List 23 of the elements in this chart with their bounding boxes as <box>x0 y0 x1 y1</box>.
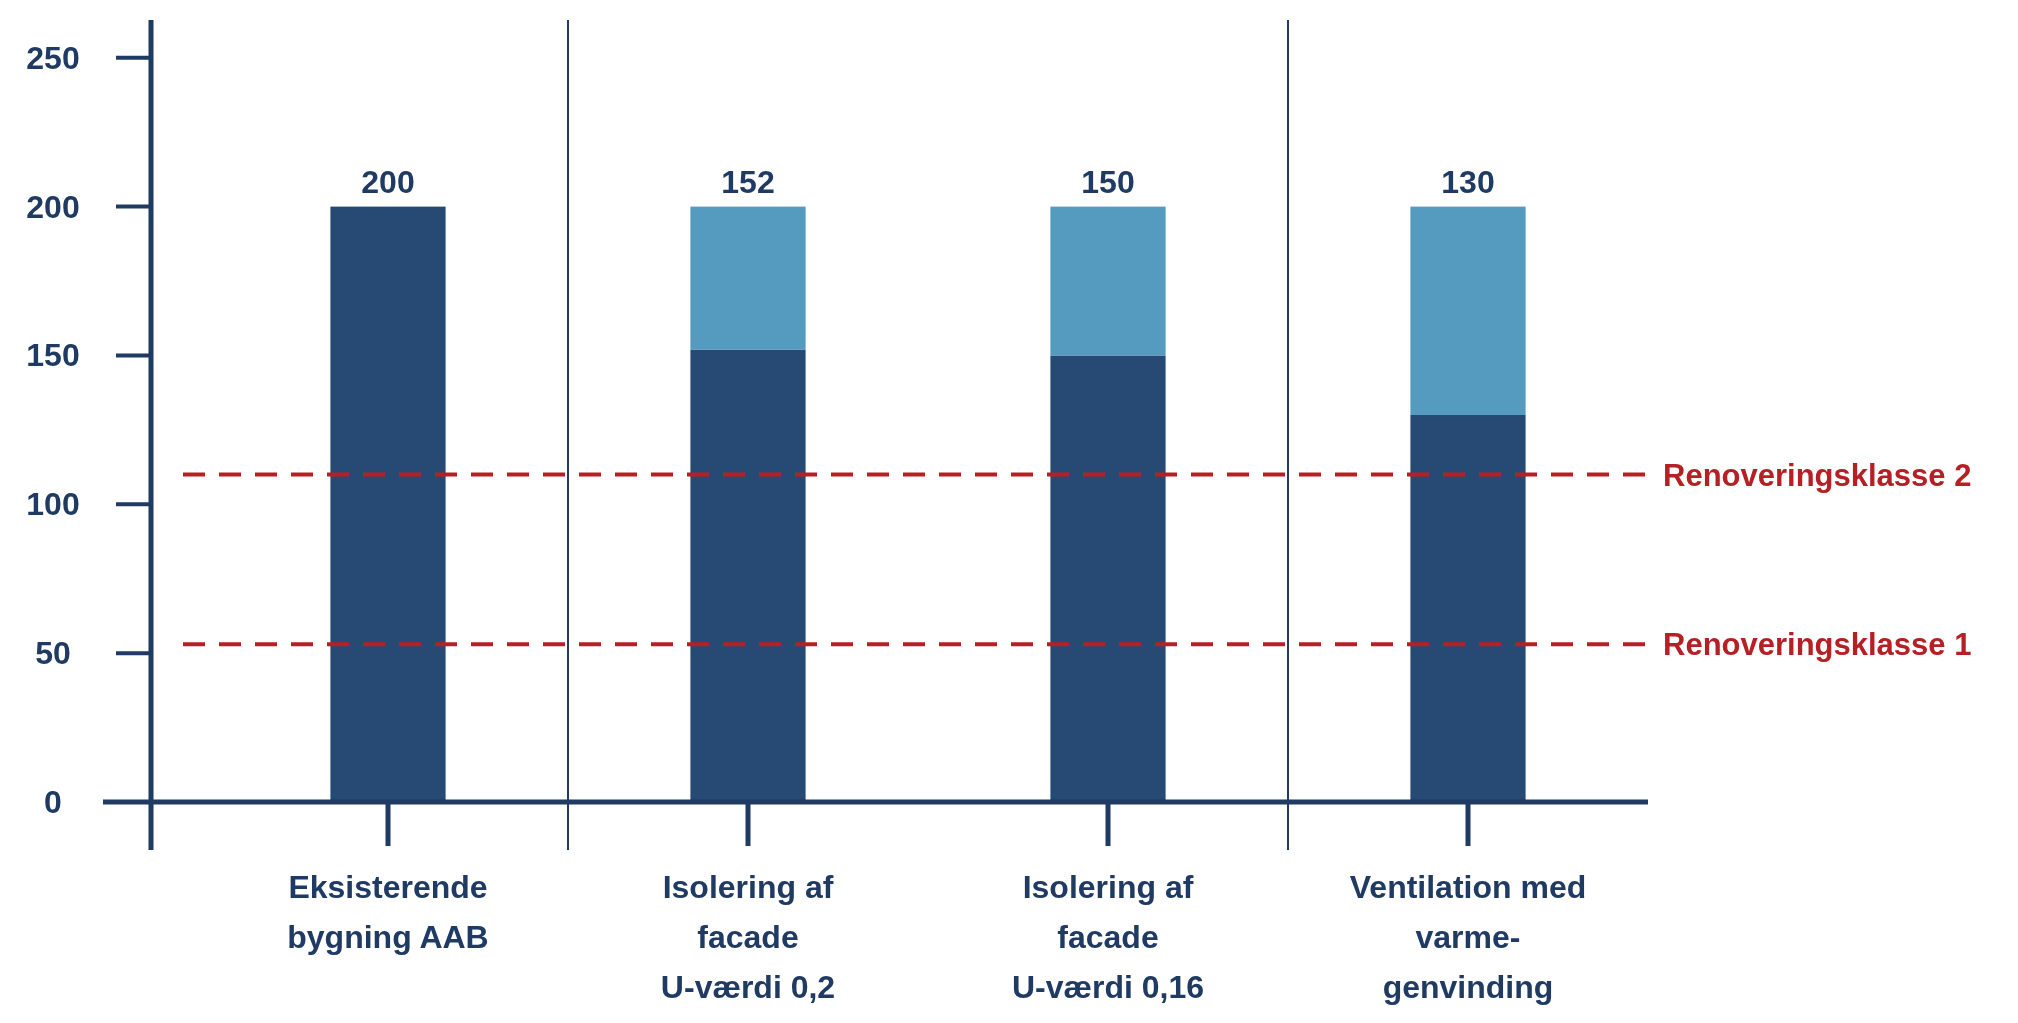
bar <box>1410 415 1526 802</box>
bar <box>1050 206 1166 356</box>
ref-line-label: Renoveringsklasse 2 <box>1663 457 1972 493</box>
y-tick-label: 0 <box>44 784 62 820</box>
x-tick-label: Isolering af facade U-værdi 0,2 <box>660 869 836 1005</box>
bar <box>1410 206 1526 415</box>
x-tick-label: Eksisterende bygning AAB <box>287 869 489 955</box>
y-tick-label: 50 <box>35 635 71 672</box>
annotation: 130 <box>1441 163 1495 200</box>
bar <box>1050 355 1166 802</box>
y-tick-label: 200 <box>26 188 80 225</box>
x-tick-label: Isolering af facade U-værdi 0,16 <box>1011 869 1205 1005</box>
ref-line-label: Renoveringsklasse 1 <box>1663 627 1972 663</box>
y-tick-label: 150 <box>26 337 80 374</box>
bar <box>690 349 806 802</box>
x-tick-label: Ventilation med varme- genvinding <box>1349 869 1587 1005</box>
y-tick-label: 250 <box>26 39 80 76</box>
annotation: 150 <box>1081 163 1135 200</box>
annotation: 200 <box>361 163 415 200</box>
bar <box>330 206 446 802</box>
bar <box>690 206 806 350</box>
y-tick-label: 100 <box>26 486 80 523</box>
annotation: 152 <box>721 163 775 200</box>
